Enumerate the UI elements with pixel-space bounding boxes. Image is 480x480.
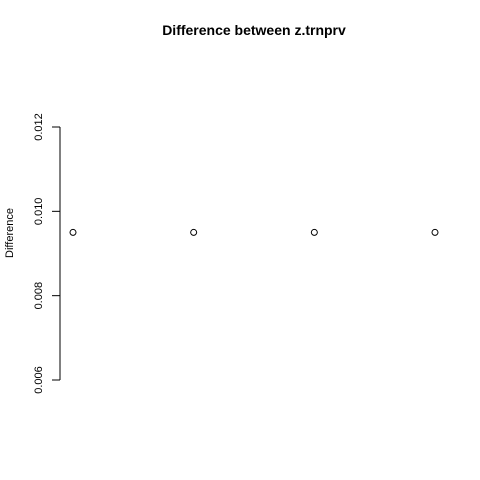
data-point: [190, 228, 198, 236]
y-tick-label: 0.010: [33, 198, 45, 226]
y-tick-label: 0.008: [33, 282, 45, 310]
y-axis-label: Difference: [4, 208, 16, 258]
chart-title: Difference between z.trnprv: [162, 22, 346, 38]
y-tick-label: 0.012: [33, 113, 45, 141]
y-tick-label: 0.006: [33, 366, 45, 394]
data-points: [69, 228, 439, 236]
y-axis-ticks: 0.006 0.008 0.010 0.012: [33, 113, 60, 394]
data-point: [310, 228, 318, 236]
data-point: [431, 228, 439, 236]
data-point: [69, 228, 77, 236]
